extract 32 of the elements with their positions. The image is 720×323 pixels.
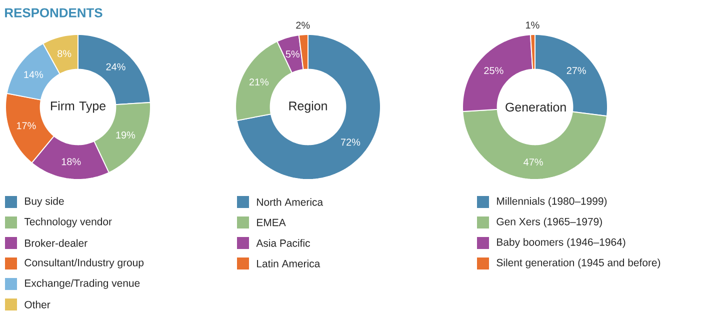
- legend-label: North America: [257, 198, 324, 206]
- data-label: 24%: [106, 63, 126, 70]
- legend-label: Millennials (1980–1999): [497, 197, 607, 207]
- data-label: 1%: [526, 22, 540, 29]
- legend-label: Exchange/Trading venue: [25, 279, 140, 289]
- text: RESPONDENTS: [5, 8, 102, 18]
- data-label: 17%: [16, 122, 36, 130]
- text: Region: [289, 101, 327, 113]
- text: Firm Type: [51, 101, 106, 113]
- data-label: 14%: [24, 71, 44, 78]
- data-label: 5%: [286, 50, 300, 58]
- data-label: 18%: [62, 158, 81, 166]
- legend-label: Broker-dealer: [25, 239, 88, 247]
- legend-label: Buy side: [25, 197, 64, 207]
- data-label: 25%: [484, 67, 504, 74]
- data-label: 8%: [58, 50, 72, 58]
- legend-label: Latin America: [257, 260, 320, 268]
- legend-label: Gen Xers (1965–1979): [496, 218, 602, 228]
- data-label: 19%: [116, 132, 136, 139]
- legend-label: Baby boomers (1946–1964): [497, 238, 626, 248]
- legend-label: EMEA: [257, 218, 286, 226]
- legend-label: Other: [24, 300, 50, 308]
- legend-label: Asia Pacific: [256, 239, 310, 247]
- data-label: 21%: [249, 78, 269, 86]
- text: Generation: [506, 102, 566, 112]
- legend-label: Consultant/Industry group: [24, 258, 144, 268]
- data-label: 2%: [296, 22, 310, 29]
- legend-label: Technology vendor: [24, 218, 112, 228]
- data-label: 27%: [566, 67, 586, 74]
- legend-label: Silent generation (1945 and before): [496, 258, 660, 268]
- data-label: 47%: [524, 158, 543, 166]
- data-label: 72%: [341, 138, 360, 146]
